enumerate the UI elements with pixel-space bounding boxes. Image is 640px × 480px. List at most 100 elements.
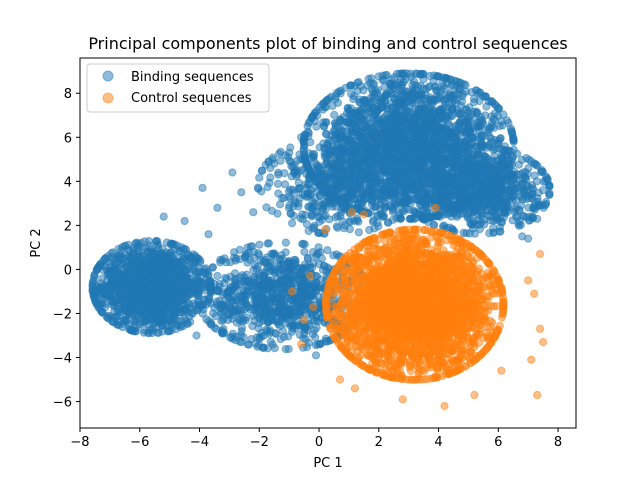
scatter-point [323,246,332,255]
scatter-point [150,251,159,260]
scatter-point [96,306,105,315]
scatter-point [142,257,151,266]
scatter-point [399,69,408,78]
scatter-point [132,238,141,247]
scatter-point [305,263,315,273]
scatter-point [184,262,193,271]
scatter-point [281,238,290,247]
scatter-point [160,273,169,282]
scatter-point [255,312,264,321]
scatter-point [194,291,203,300]
scatter-point [174,265,183,274]
scatter-point [136,295,145,305]
scatter-point [381,92,390,102]
scatter-point [230,282,240,291]
scatter-point [490,116,500,125]
scatter-point [208,263,217,272]
scatter-point [418,157,427,166]
scatter-point [303,254,313,263]
scatter-point [448,111,457,120]
scatter-point [170,240,179,249]
scatter-point [192,253,201,262]
scatter-point [157,314,166,323]
scatter-point [272,275,281,284]
scatter-point [152,276,161,286]
scatter-point [235,337,245,346]
scatter-point [175,247,184,256]
scatter-point [280,296,289,305]
scatter-point [477,131,486,141]
scatter-point [424,83,433,92]
scatter-point [330,118,340,128]
scatter-point [152,237,161,246]
scatter-point [223,288,232,297]
scatter-point [453,77,463,87]
scatter-point [298,290,307,299]
scatter-point [334,87,344,96]
scatter-point [300,247,309,256]
scatter-point [235,245,244,254]
scatter-point [204,297,213,306]
scatter-point [359,86,368,95]
scatter-point [279,267,288,276]
scatter-point [176,308,185,317]
scatter-point [110,281,119,290]
scatter-point [366,93,375,102]
scatter-point [201,269,210,278]
scatter-point [353,78,362,87]
scatter-point [110,306,119,316]
scatter-point [439,96,448,105]
scatter-point [92,293,101,302]
scatter-point [162,248,171,257]
scatter-point [244,287,253,296]
scatter-point [458,115,467,124]
scatter-point [243,303,252,312]
scatter-point [146,244,156,253]
scatter-point [359,97,368,106]
scatter-point [490,109,499,118]
scatter-point [470,98,479,107]
scatter-point [254,277,264,286]
scatter-point [238,271,247,280]
scatter-point [450,96,459,105]
scatter-point [164,255,173,264]
scatter-point [346,81,355,90]
scatter-point [295,330,304,339]
scatter-point [126,272,136,281]
scatter-point [259,299,268,308]
scatter-point [288,321,297,330]
scatter-point [386,132,395,141]
scatter-point [125,321,134,330]
scatter-point [266,327,275,337]
scatter-point [397,84,406,93]
plot-points [88,69,554,411]
scatter-point [461,105,470,114]
scatter-point [226,303,235,312]
scatter-point [239,315,248,324]
scatter-point [274,317,283,327]
scatter-point [455,125,464,134]
scatter-point [314,243,323,252]
scatter-point [348,119,357,128]
scatter-point [121,258,130,267]
scatter-point [243,258,252,267]
scatter-point [358,116,367,125]
scatter-point [438,112,447,121]
scatter-point [369,116,378,125]
scatter-point [212,324,221,333]
scatter-point [149,318,158,328]
scatter-point [416,81,425,90]
scatter-point [120,306,129,315]
scatter-point [297,322,306,332]
scatter-point [179,255,188,264]
scatter-point [390,124,399,133]
chart-title: Principal components plot of binding and… [88,34,567,53]
scatter-point [286,266,295,276]
scatter-point [281,345,290,354]
scatter-point [157,301,166,310]
scatter-point [309,280,318,290]
scatter-point [293,274,302,283]
scatter-point [400,113,409,123]
scatter-point [141,268,150,277]
scatter-point [253,262,262,271]
